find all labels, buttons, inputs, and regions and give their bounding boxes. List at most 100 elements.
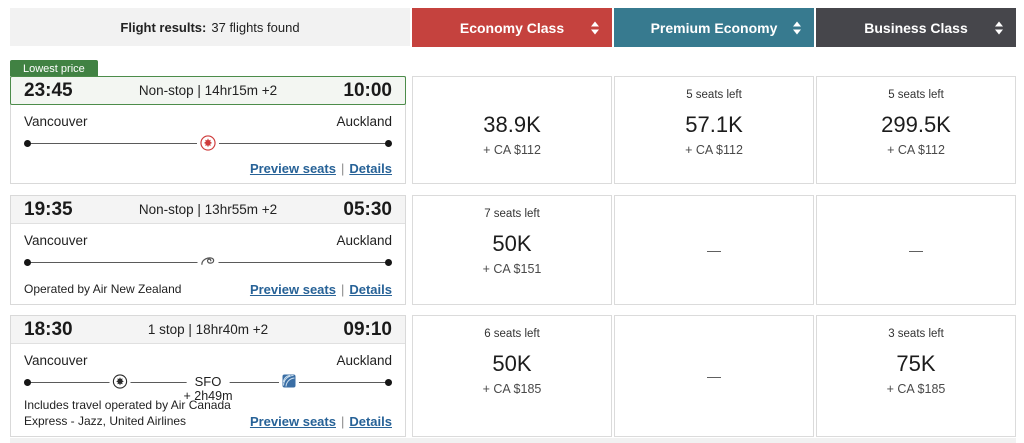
fare-cell-economy[interactable]: 38.9K + CA $112 — [412, 76, 612, 184]
itinerary-summary: 1 stop | 18hr40m +2 — [147, 322, 269, 337]
air-new-zealand-icon — [197, 254, 219, 266]
fare-cell-economy[interactable]: 6 seats left 50K + CA $185 — [412, 315, 612, 437]
fare-cell-premium-economy[interactable]: 5 seats left 57.1K + CA $112 — [614, 76, 814, 184]
flight-results-summary: Flight results: 37 flights found — [10, 8, 410, 46]
sort-icon — [995, 21, 1003, 34]
fare-cell-business[interactable]: 3 seats left 75K + CA $185 — [816, 315, 1016, 437]
card-links: Preview seats | Details — [250, 414, 392, 429]
business-class-label: Business Class — [864, 19, 968, 36]
fare-cell-business[interactable]: 5 seats left 299.5K + CA $112 — [816, 76, 1016, 184]
price-taxes: + CA $112 — [685, 143, 743, 157]
details-link[interactable]: Details — [349, 414, 392, 429]
lowest-price-badge: Lowest price — [10, 60, 98, 77]
results-label: Flight results: — [120, 19, 207, 35]
destination-dot — [385, 140, 392, 147]
journey-line: SFO + 2h49m — [24, 374, 392, 403]
departure-time: 23:45 — [24, 79, 73, 101]
preview-seats-link[interactable]: Preview seats — [249, 161, 336, 176]
price-taxes: + CA $112 — [483, 143, 541, 157]
flight-times-bar: 23:45 Non-stop | 14hr15m +2 10:00 — [10, 76, 406, 105]
destination-city: Auckland — [336, 353, 392, 368]
united-airlines-icon — [278, 374, 299, 388]
destination-city: Auckland — [336, 114, 392, 129]
stop-code: SFO — [186, 374, 230, 389]
arrival-time: 05:30 — [343, 198, 392, 220]
card-footer: Operated by Air New Zealand Preview seat… — [24, 281, 392, 297]
economy-class-label: Economy Class — [459, 19, 565, 36]
next-row-peek — [10, 438, 1016, 443]
price-taxes: + CA $112 — [887, 143, 945, 157]
seats-left-label: 7 seats left — [484, 208, 540, 220]
departure-time: 19:35 — [24, 198, 73, 220]
route-cities: Vancouver Auckland — [11, 344, 405, 368]
premium-economy-label: Premium Economy — [650, 19, 778, 36]
origin-city: Vancouver — [24, 353, 88, 368]
fare-cell-economy[interactable]: 7 seats left 50K + CA $151 — [412, 195, 612, 305]
destination-dot — [385, 259, 392, 266]
price-points: 75K — [896, 351, 936, 376]
price-points: 38.9K — [483, 112, 541, 137]
fare-unavailable-dash: — — [707, 368, 721, 384]
operated-by-note: Includes travel operated by Air Canada E… — [24, 397, 231, 428]
flight-card: 18:30 1 stop | 18hr40m +2 09:10 Vancouve… — [10, 315, 406, 437]
departure-time: 18:30 — [24, 318, 73, 340]
fare-cell-premium-economy: — — [614, 315, 814, 437]
air-canada-icon — [197, 135, 219, 151]
details-link[interactable]: Details — [349, 282, 392, 297]
itinerary-summary: Non-stop | 13hr55m +2 — [138, 202, 278, 217]
journey-line — [24, 135, 392, 151]
destination-city: Auckland — [336, 233, 392, 248]
card-footer: Preview seats | Details — [24, 161, 392, 176]
origin-city: Vancouver — [24, 233, 88, 248]
link-separator: | — [340, 282, 345, 297]
itinerary-summary: Non-stop | 14hr15m +2 — [138, 83, 278, 98]
origin-dot — [24, 379, 31, 386]
preview-seats-link[interactable]: Preview seats — [249, 282, 336, 297]
fare-unavailable-dash: — — [707, 242, 721, 258]
air-canada-icon — [109, 374, 131, 389]
price-points: 50K — [492, 231, 532, 256]
origin-city: Vancouver — [24, 114, 88, 129]
seats-left-label: 6 seats left — [484, 328, 540, 340]
route-cities: Vancouver Auckland — [11, 224, 405, 248]
price-taxes: + CA $151 — [482, 262, 542, 276]
premium-economy-header-button[interactable]: Premium Economy — [614, 8, 814, 47]
preview-seats-link[interactable]: Preview seats — [249, 414, 336, 429]
fare-unavailable-dash: — — [909, 242, 923, 258]
price-points: 57.1K — [685, 112, 743, 137]
price-points: 50K — [492, 351, 532, 376]
price-taxes: + CA $185 — [886, 382, 946, 396]
price-taxes: + CA $185 — [482, 382, 542, 396]
destination-dot — [385, 379, 392, 386]
fare-cell-business: — — [816, 195, 1016, 305]
seats-left-label: 3 seats left — [888, 328, 944, 340]
flight-card: 19:35 Non-stop | 13hr55m +2 05:30 Vancou… — [10, 195, 406, 305]
origin-dot — [24, 259, 31, 266]
link-separator: | — [340, 414, 345, 429]
sort-icon — [793, 21, 801, 34]
card-links: Preview seats | Details — [250, 282, 392, 297]
details-link[interactable]: Details — [349, 161, 392, 176]
price-points: 299.5K — [881, 112, 951, 137]
fare-cell-premium-economy: — — [614, 195, 814, 305]
route-cities: Vancouver Auckland — [11, 105, 405, 129]
arrival-time: 09:10 — [343, 318, 392, 340]
seats-left-label: 5 seats left — [686, 89, 742, 101]
seats-left-label: 5 seats left — [888, 89, 944, 101]
link-separator: | — [340, 161, 345, 176]
flight-card: 23:45 Non-stop | 14hr15m +2 10:00 Vancou… — [10, 76, 406, 184]
results-count: 37 flights found — [211, 19, 300, 35]
card-footer: Includes travel operated by Air Canada E… — [24, 397, 392, 429]
flight-times-bar: 18:30 1 stop | 18hr40m +2 09:10 — [11, 316, 405, 344]
stop-duration: + 2h49m — [183, 389, 233, 403]
economy-class-header-button[interactable]: Economy Class — [412, 8, 612, 47]
operated-by-note: Operated by Air New Zealand — [24, 281, 182, 296]
journey-line — [24, 254, 392, 268]
arrival-time: 10:00 — [343, 79, 392, 101]
origin-dot — [24, 140, 31, 147]
sort-icon — [591, 21, 599, 34]
card-links: Preview seats | Details — [250, 161, 392, 176]
flight-times-bar: 19:35 Non-stop | 13hr55m +2 05:30 — [11, 196, 405, 224]
business-class-header-button[interactable]: Business Class — [816, 8, 1016, 47]
